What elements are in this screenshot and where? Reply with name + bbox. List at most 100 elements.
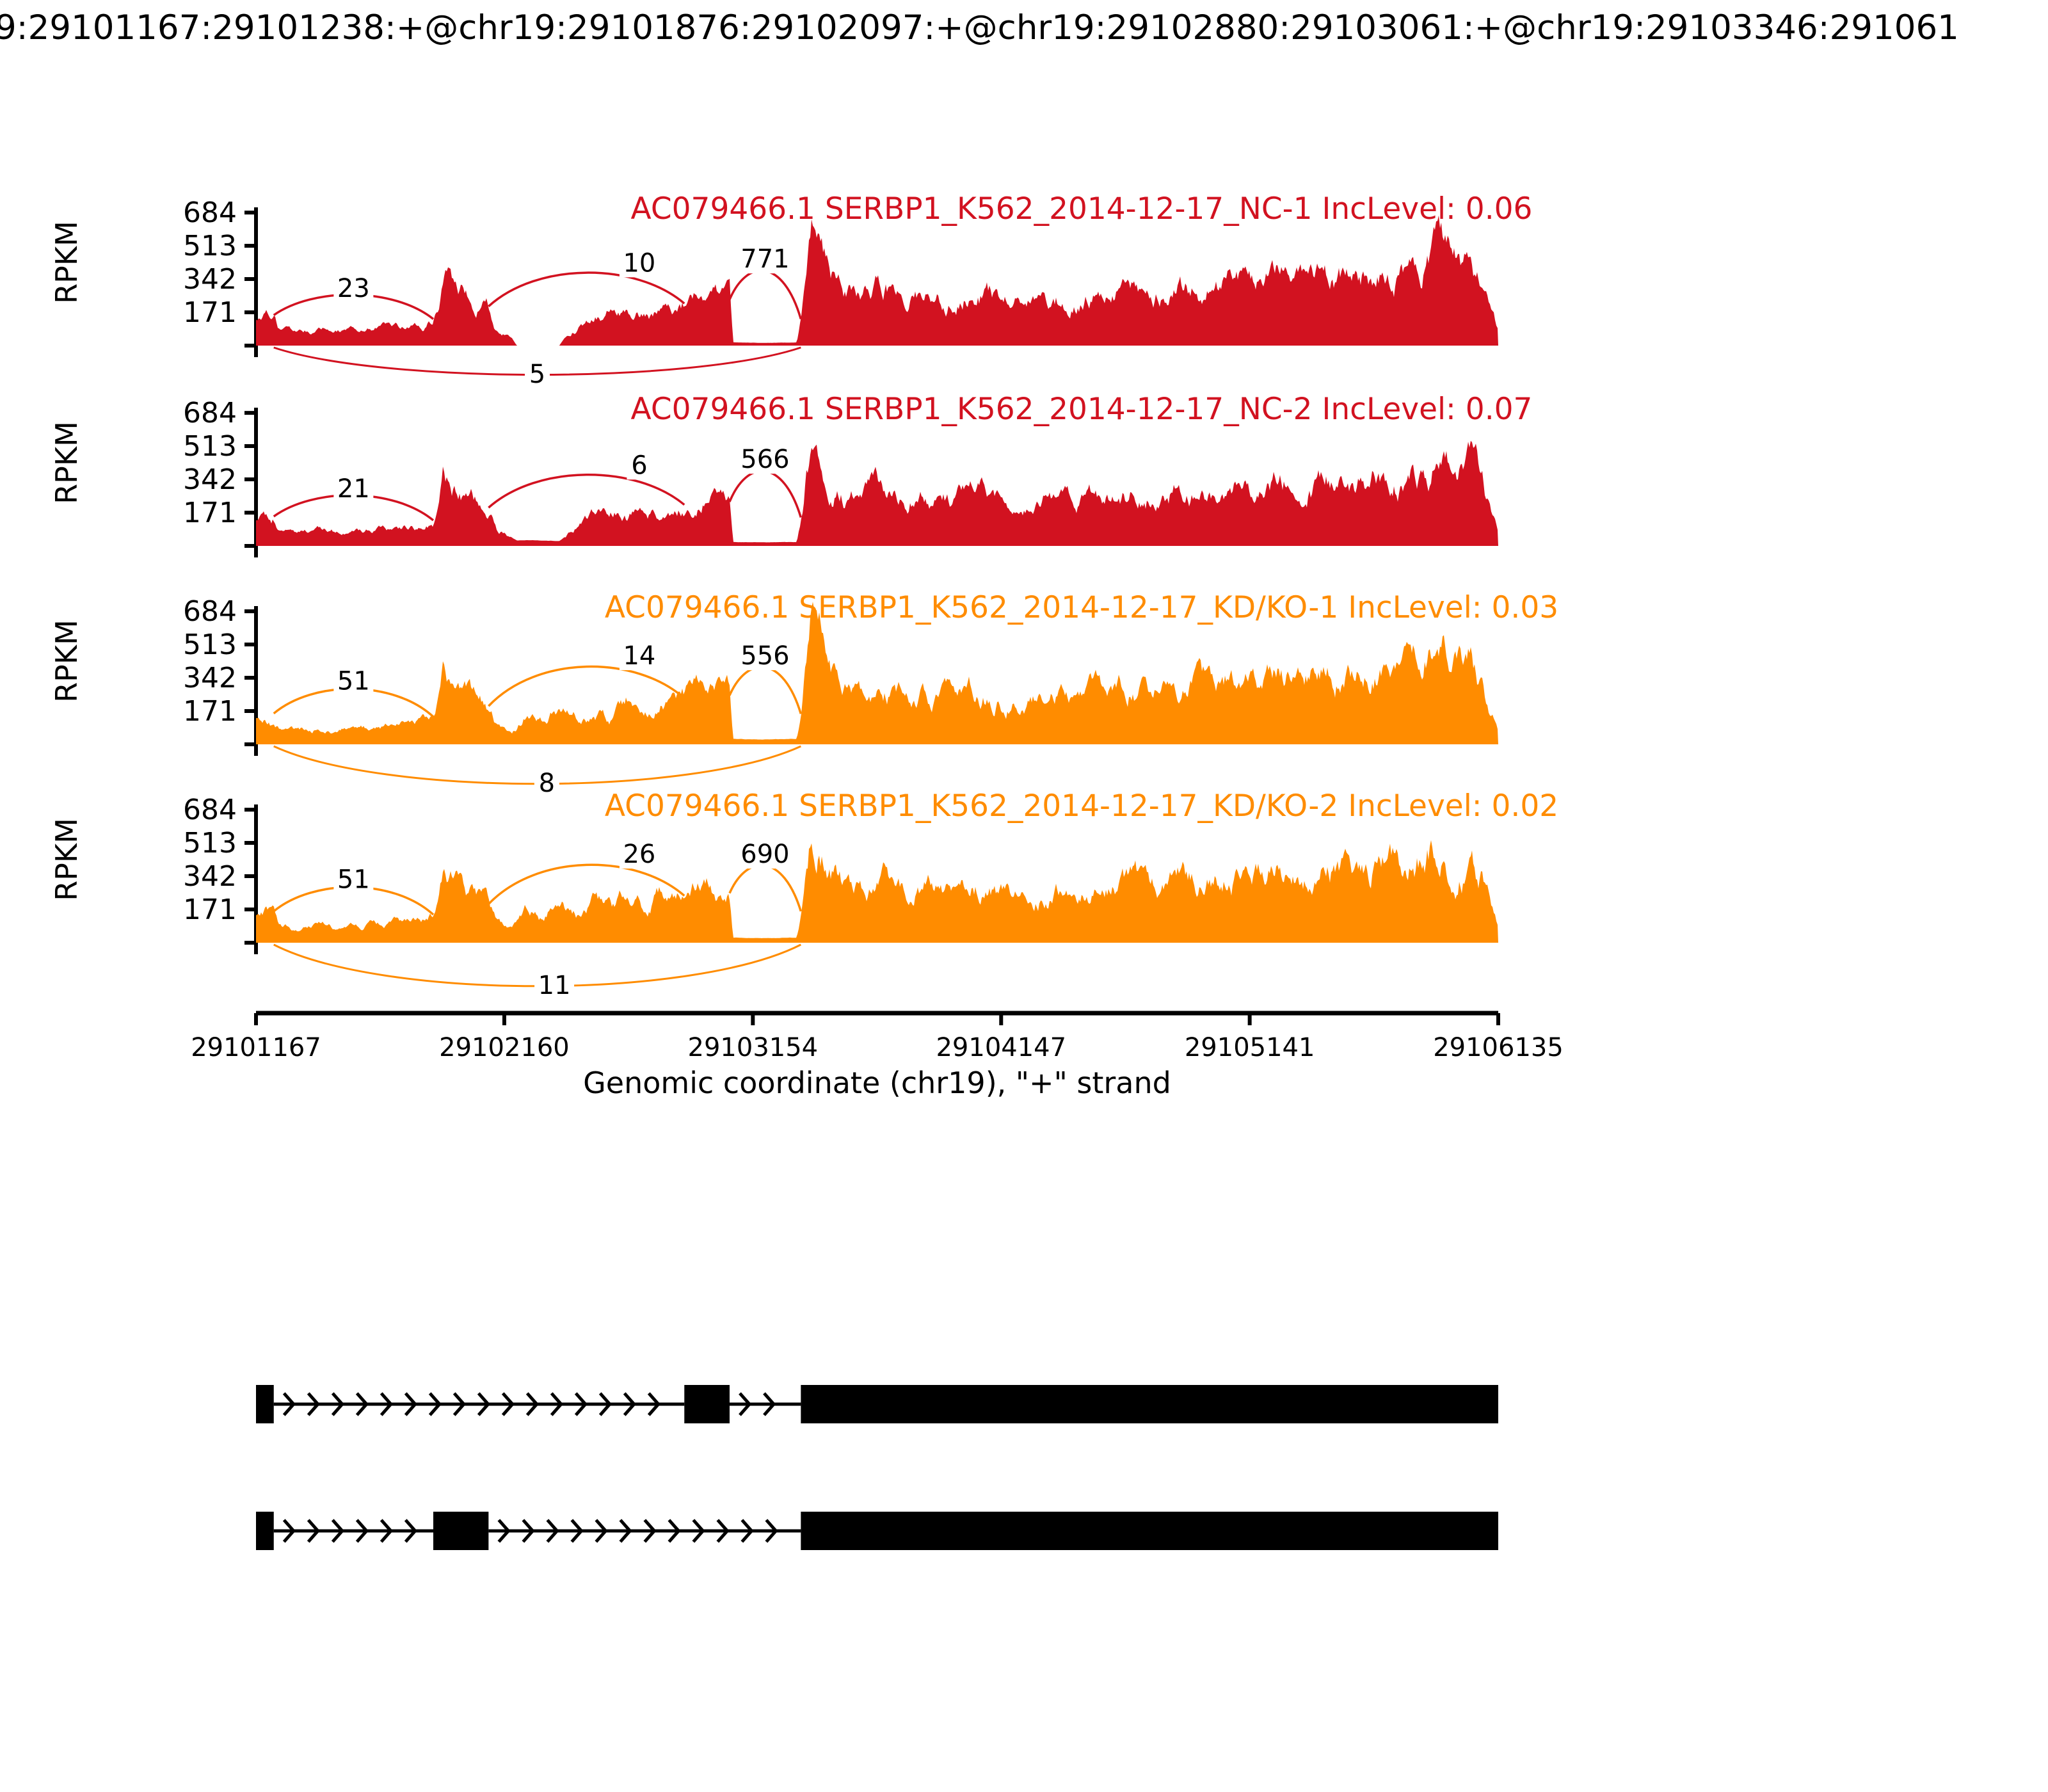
junction-label-backing <box>737 839 792 869</box>
junction-count-label: 21 <box>337 474 370 504</box>
strand-direction-chevron-icon <box>692 1519 705 1543</box>
junction-count-label: 51 <box>337 865 370 895</box>
junction-label-backing <box>534 970 575 1000</box>
junction-arc <box>488 474 685 509</box>
junction-label-backing <box>627 450 652 480</box>
strand-direction-chevron-icon <box>355 1392 369 1416</box>
y-axis-tick-label: 684 <box>183 397 237 429</box>
x-axis-tick-label: 29103154 <box>688 1033 819 1062</box>
strand-direction-chevron-icon <box>643 1519 657 1543</box>
x-axis-tick-label: 29104147 <box>936 1033 1066 1062</box>
junction-arc <box>488 271 685 308</box>
junction-count-label: 23 <box>337 274 370 303</box>
junction-arc <box>728 470 803 518</box>
junction-label-backing <box>333 273 374 303</box>
coverage-track-nc-1: AC079466.1 SERBP1_K562_2014-12-17_NC-1 I… <box>49 192 1533 389</box>
y-axis-tick-label: 684 <box>183 196 237 229</box>
junction-count-label: 556 <box>740 641 789 671</box>
junction-arc <box>728 269 803 319</box>
strand-direction-chevron-icon <box>574 1392 588 1416</box>
strand-direction-chevron-icon <box>522 1519 535 1543</box>
strand-direction-chevron-icon <box>525 1392 540 1416</box>
coverage-track-kd-ko-1: AC079466.1 SERBP1_K562_2014-12-17_KD/KO-… <box>49 591 1558 798</box>
junction-count-label: 771 <box>740 244 789 274</box>
y-axis-tick-label: 342 <box>183 263 237 296</box>
strand-direction-chevron-icon <box>716 1519 730 1543</box>
strand-direction-chevron-icon <box>546 1519 559 1543</box>
strand-direction-chevron-icon <box>595 1519 608 1543</box>
track-title: AC079466.1 SERBP1_K562_2014-12-17_NC-1 I… <box>631 192 1533 227</box>
x-axis-tick-label: 29106135 <box>1433 1033 1564 1062</box>
strand-direction-chevron-icon <box>668 1519 681 1543</box>
exon-box <box>256 1512 274 1550</box>
junction-count-label: 5 <box>529 360 545 389</box>
y-axis-title: RPKM <box>49 421 84 504</box>
track-title: AC079466.1 SERBP1_K562_2014-12-17_KD/KO-… <box>605 591 1558 625</box>
junction-label-backing <box>525 359 550 388</box>
strand-direction-chevron-icon <box>355 1519 369 1543</box>
track-title: AC079466.1 SERBP1_K562_2014-12-17_KD/KO-… <box>605 789 1558 824</box>
strand-direction-chevron-icon <box>380 1392 394 1416</box>
y-axis-tick-label: 342 <box>183 463 237 496</box>
y-axis-tick-label: 171 <box>183 497 237 529</box>
y-axis-title: RPKM <box>49 221 84 304</box>
y-axis-tick-label: 513 <box>183 827 237 860</box>
strand-direction-chevron-icon <box>570 1519 584 1543</box>
y-axis-tick-label: 684 <box>183 595 237 628</box>
coverage-track-kd-ko-2: AC079466.1 SERBP1_K562_2014-12-17_KD/KO-… <box>49 789 1558 1000</box>
junction-count-label: 8 <box>539 769 555 798</box>
y-axis-tick-label: 513 <box>183 230 237 262</box>
junction-count-label: 11 <box>538 971 571 1000</box>
junction-count-label: 26 <box>623 840 655 869</box>
y-axis-tick-label: 171 <box>183 695 237 728</box>
y-axis-title: RPKM <box>49 818 84 901</box>
coverage-area <box>256 602 1498 744</box>
junction-label-backing <box>333 666 374 696</box>
junction-count-label: 6 <box>631 451 647 480</box>
x-axis-tick-label: 29101167 <box>191 1033 321 1062</box>
junction-count-label: 690 <box>740 840 789 869</box>
strand-direction-chevron-icon <box>763 1392 776 1416</box>
strand-direction-chevron-icon <box>550 1392 564 1416</box>
y-axis-tick-label: 342 <box>183 860 237 893</box>
strand-direction-chevron-icon <box>307 1519 321 1543</box>
junction-label-backing <box>737 444 792 474</box>
strand-direction-chevron-icon <box>282 1392 296 1416</box>
genomic-axis: 29101167 29102160 29103154 29104147 29105141… <box>191 1011 1564 1100</box>
strand-direction-chevron-icon <box>623 1392 637 1416</box>
strand-direction-chevron-icon <box>452 1392 467 1416</box>
exon-box <box>801 1385 1498 1423</box>
strand-direction-chevron-icon <box>404 1519 418 1543</box>
junction-label-backing <box>333 864 374 894</box>
strand-direction-chevron-icon <box>740 1519 754 1543</box>
x-axis-tick-label: 29102160 <box>439 1033 570 1062</box>
strand-direction-chevron-icon <box>404 1392 418 1416</box>
isoform-row-1 <box>256 1385 1498 1423</box>
strand-direction-chevron-icon <box>619 1519 632 1543</box>
junction-label-backing <box>619 641 659 671</box>
coverage-track-nc-2: AC079466.1 SERBP1_K562_2014-12-17_NC-2 I… <box>49 392 1533 557</box>
strand-direction-chevron-icon <box>282 1519 296 1543</box>
y-axis-title: RPKM <box>49 620 84 703</box>
junction-label-backing <box>619 248 659 278</box>
strand-direction-chevron-icon <box>307 1392 321 1416</box>
strand-direction-chevron-icon <box>501 1392 515 1416</box>
y-axis-tick-label: 513 <box>183 430 237 463</box>
strand-direction-chevron-icon <box>497 1519 511 1543</box>
strand-direction-chevron-icon <box>647 1392 661 1416</box>
junction-label-backing <box>737 641 792 671</box>
strand-direction-chevron-icon <box>739 1392 752 1416</box>
exon-box <box>801 1512 1498 1550</box>
junction-arc <box>488 665 685 707</box>
y-axis-tick-label: 171 <box>183 296 237 329</box>
strand-direction-chevron-icon <box>380 1519 394 1543</box>
track-title: AC079466.1 SERBP1_K562_2014-12-17_NC-2 I… <box>631 392 1533 427</box>
junction-count-label: 51 <box>337 667 370 696</box>
coverage-area <box>256 840 1498 943</box>
strand-direction-chevron-icon <box>331 1392 345 1416</box>
isoform-row-2 <box>256 1512 1498 1550</box>
junction-label-backing <box>534 768 559 797</box>
y-axis-tick-label: 342 <box>183 662 237 694</box>
isoform-structures <box>256 1385 1498 1550</box>
